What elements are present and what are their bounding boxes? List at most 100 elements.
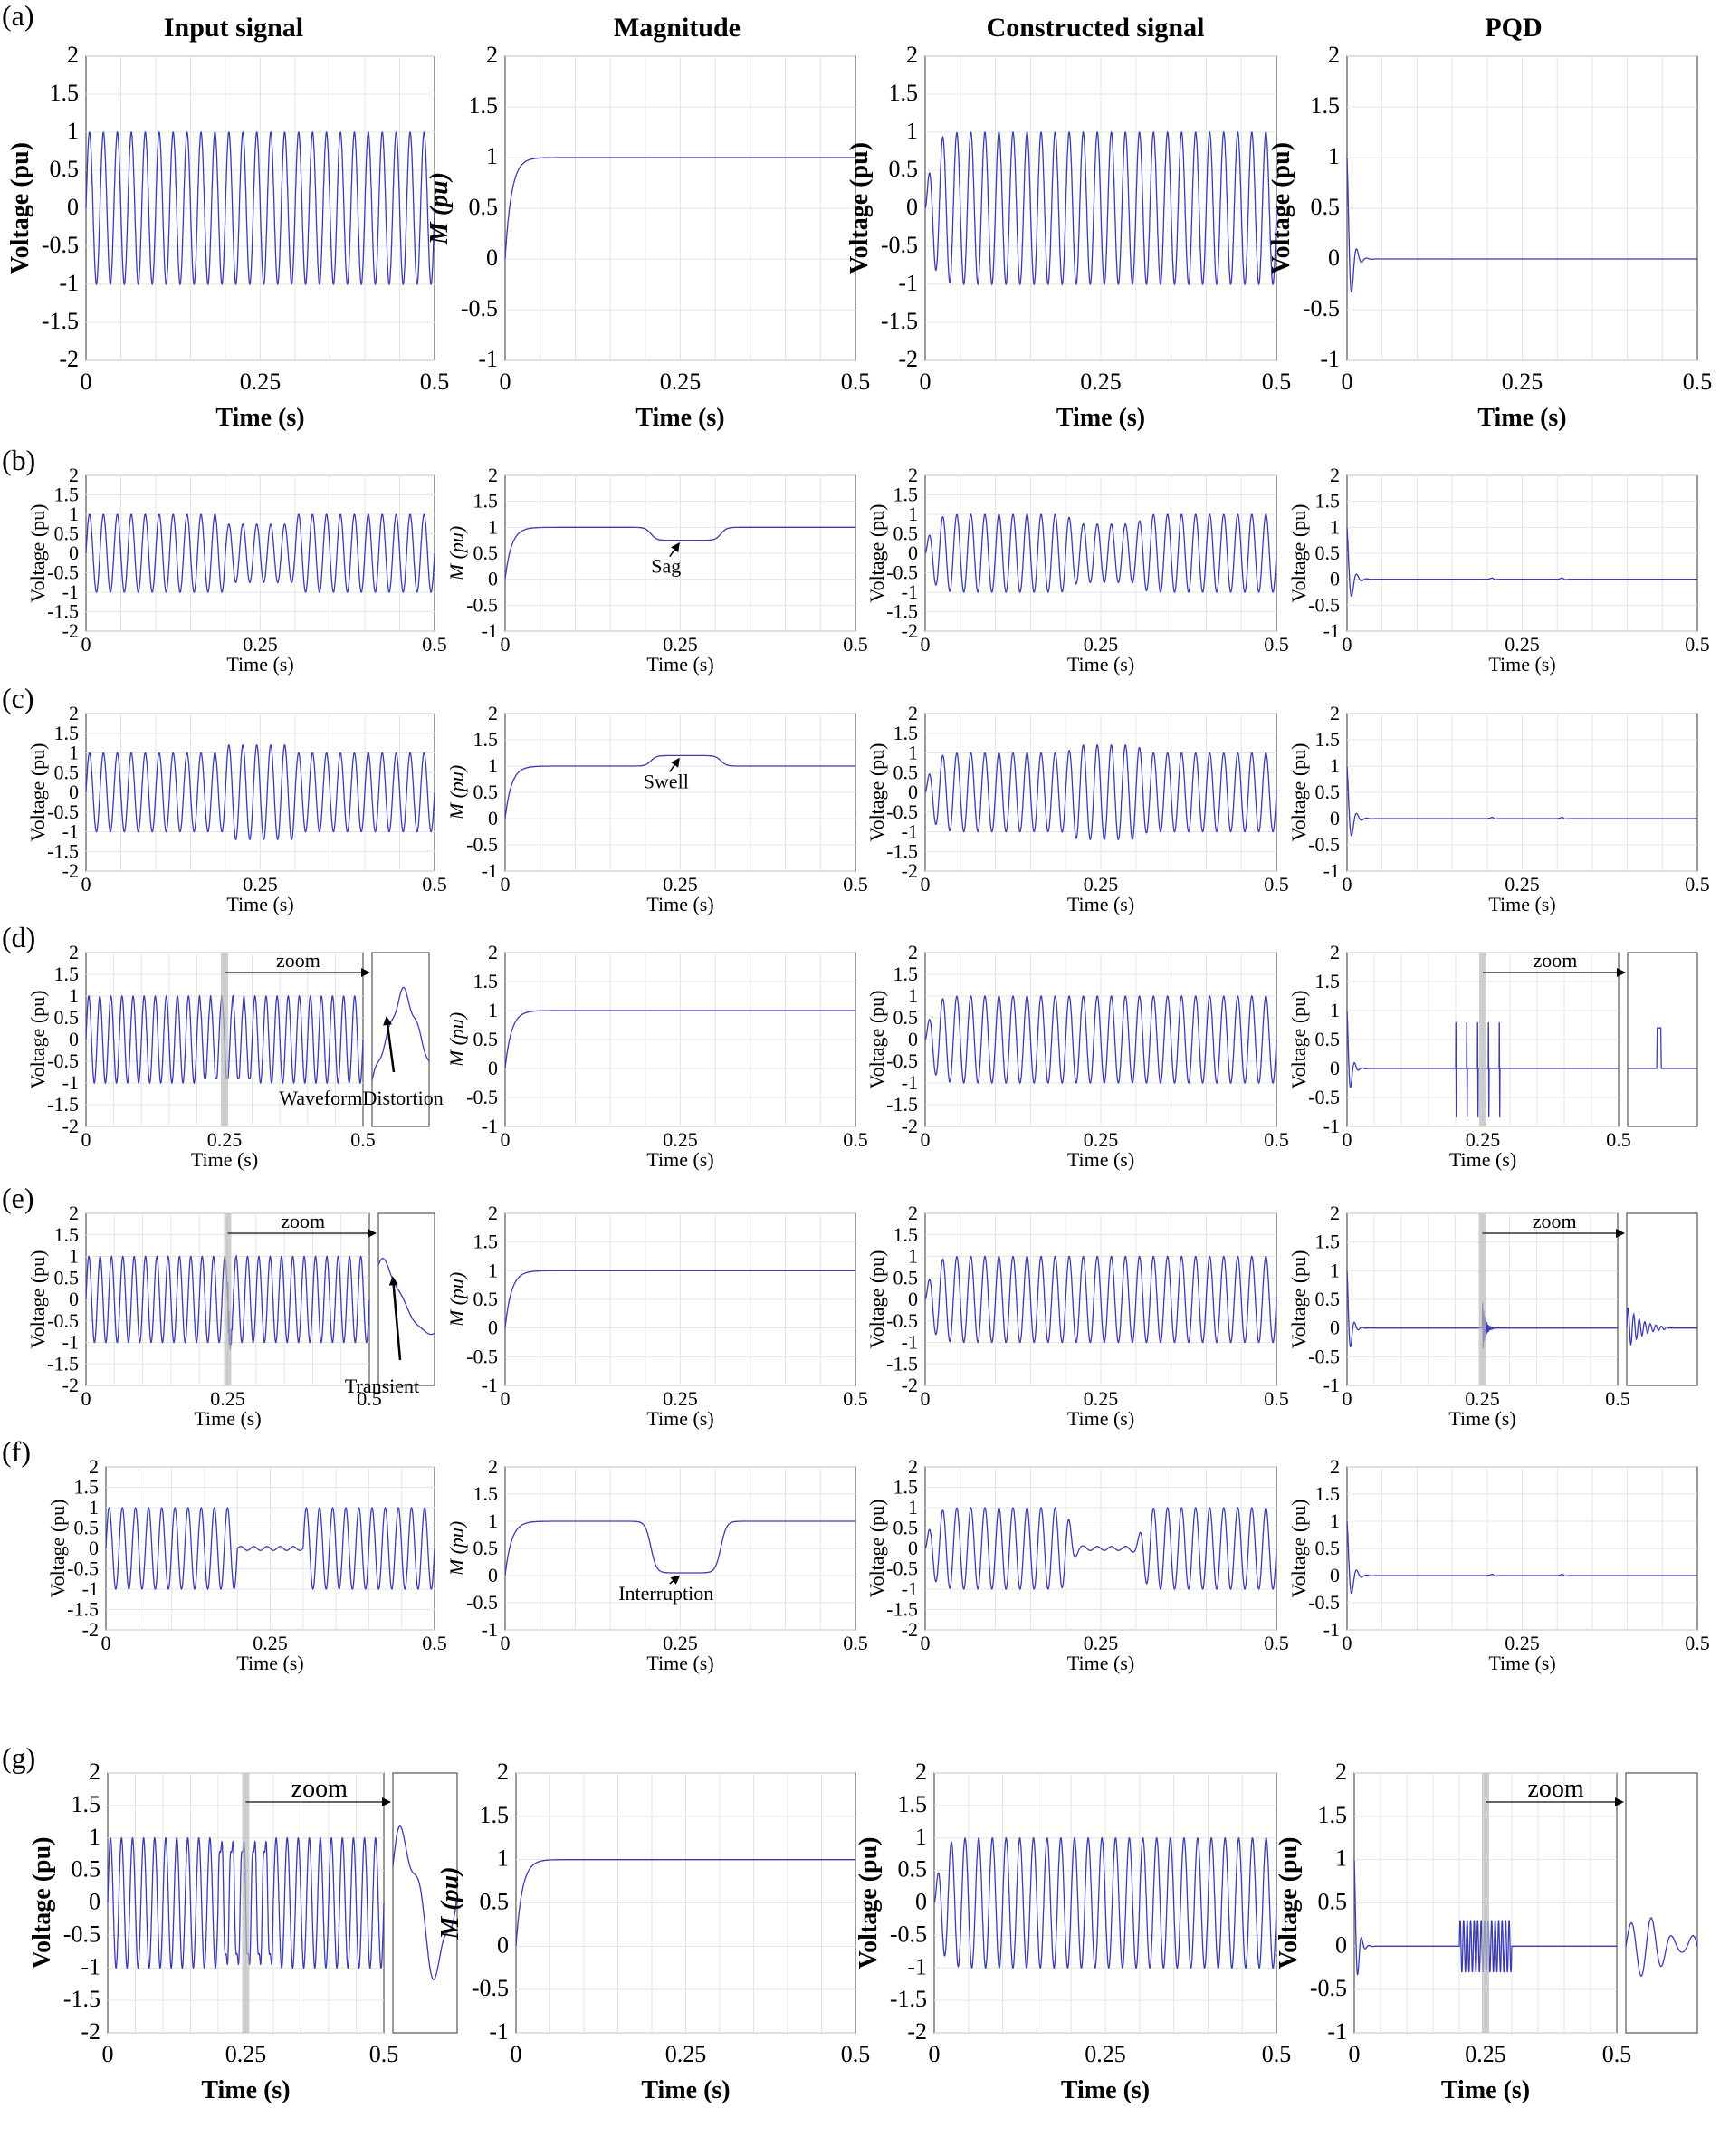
y-axis-label: M (pu) bbox=[425, 172, 454, 245]
zoom-marker bbox=[242, 1773, 250, 2033]
y-tick-label: 2 bbox=[1330, 464, 1340, 486]
x-tick-label: 0 bbox=[1343, 633, 1352, 656]
y-axis-label: Voltage (pu) bbox=[855, 1837, 883, 1969]
y-tick-label: 1.5 bbox=[893, 1223, 919, 1246]
y-tick-label: -1.5 bbox=[67, 1598, 99, 1621]
y-axis-label: M (pu) bbox=[445, 1521, 468, 1576]
x-axis-label: Time (s) bbox=[646, 893, 713, 915]
y-tick-label: -0.5 bbox=[47, 1309, 79, 1332]
y-tick-label: 1.5 bbox=[1315, 728, 1341, 751]
x-tick-label: 0.5 bbox=[422, 633, 447, 656]
series-line bbox=[933, 1836, 1277, 1969]
x-tick-label: 0.5 bbox=[843, 1387, 868, 1410]
x-tick-label: 0.5 bbox=[350, 1128, 376, 1151]
y-axis-label: Voltage (pu) bbox=[1287, 504, 1310, 603]
y-tick-label: 1 bbox=[1330, 1509, 1340, 1532]
y-tick-label: 0 bbox=[1330, 1057, 1340, 1079]
series-line bbox=[105, 1507, 435, 1590]
row-label-waveform-distortion: (d) bbox=[2, 921, 35, 953]
series-line bbox=[504, 754, 855, 819]
x-axis-label: Time (s) bbox=[1061, 2076, 1150, 2104]
y-axis-label: Voltage (pu) bbox=[1287, 991, 1310, 1089]
y-tick-label: -2 bbox=[898, 346, 918, 372]
zoom-marker bbox=[224, 1213, 232, 1385]
y-tick-label: 0.5 bbox=[473, 781, 499, 803]
y-tick-label: 0.5 bbox=[473, 1537, 499, 1559]
y-tick-label: 1 bbox=[497, 1845, 509, 1872]
y-tick-label: 0 bbox=[908, 1028, 918, 1050]
y-tick-label: 2 bbox=[915, 1758, 927, 1785]
column-header-3: Constructed signal bbox=[987, 13, 1205, 43]
y-axis-label: M (pu) bbox=[445, 765, 468, 820]
series-line bbox=[924, 743, 1277, 841]
x-tick-label: 0 bbox=[1349, 2041, 1361, 2067]
y-tick-label: -2 bbox=[907, 2018, 927, 2045]
y-tick-label: 2 bbox=[89, 1758, 100, 1785]
y-tick-label: 0 bbox=[69, 1028, 79, 1050]
y-axis-label: Voltage (pu) bbox=[26, 743, 49, 842]
y-tick-label: -0.5 bbox=[47, 1049, 79, 1072]
x-tick-label: 0 bbox=[1342, 369, 1353, 395]
y-tick-label: 1 bbox=[69, 503, 79, 525]
y-tick-label: 0 bbox=[908, 1537, 918, 1559]
row-label-normal: (a) bbox=[2, 0, 34, 32]
y-tick-label: -1 bbox=[902, 820, 918, 843]
y-tick-label: 2 bbox=[488, 464, 498, 486]
y-tick-label: -0.5 bbox=[67, 1557, 99, 1580]
y-tick-label: 1.5 bbox=[473, 970, 499, 992]
y-tick-label: 1.5 bbox=[74, 1476, 100, 1499]
series-line bbox=[924, 1255, 1277, 1344]
y-tick-label: -1 bbox=[482, 1115, 498, 1137]
y-tick-label: 1.5 bbox=[1315, 1482, 1341, 1505]
x-tick-label: 0 bbox=[501, 1387, 511, 1410]
x-tick-label: 0.5 bbox=[1606, 1128, 1631, 1151]
row-label-interruption: (f) bbox=[2, 1435, 31, 1468]
series-line bbox=[504, 1520, 855, 1576]
y-tick-label: -0.5 bbox=[886, 1557, 918, 1580]
y-tick-label: 0 bbox=[486, 244, 498, 271]
x-tick-label: 0.5 bbox=[1264, 1387, 1289, 1410]
y-tick-label: -1 bbox=[62, 1071, 79, 1094]
x-tick-label: 0 bbox=[1343, 1387, 1352, 1410]
x-axis-label: Time (s) bbox=[201, 2076, 290, 2104]
y-tick-label: 2 bbox=[486, 42, 498, 68]
y-tick-label: 0 bbox=[915, 1889, 927, 1915]
y-tick-label: 1 bbox=[908, 742, 918, 764]
x-tick-label: 0.5 bbox=[422, 873, 447, 896]
x-tick-label: 0 bbox=[81, 1128, 91, 1151]
x-tick-label: 0.25 bbox=[1084, 1387, 1119, 1410]
y-tick-label: 2 bbox=[69, 941, 79, 963]
y-tick-label: 1.5 bbox=[893, 722, 919, 744]
grid bbox=[505, 952, 855, 1127]
x-tick-label: 0.5 bbox=[1264, 1128, 1289, 1151]
x-tick-label: 0.25 bbox=[1084, 1128, 1119, 1151]
y-tick-label: -2 bbox=[902, 859, 918, 882]
x-tick-label: 0.25 bbox=[1465, 2041, 1506, 2067]
zoom-label: zoom bbox=[281, 1210, 325, 1232]
zoom-inset bbox=[392, 1772, 458, 2034]
y-tick-label: -1 bbox=[1320, 346, 1340, 372]
y-tick-label: 2 bbox=[1335, 1758, 1347, 1785]
y-tick-label: -0.5 bbox=[63, 1921, 100, 1947]
x-tick-label: 0 bbox=[81, 1387, 91, 1410]
y-tick-label: -1 bbox=[62, 580, 79, 603]
y-axis-label: M (pu) bbox=[445, 1012, 468, 1068]
series-line bbox=[504, 157, 855, 260]
y-tick-label: 0 bbox=[908, 781, 918, 803]
series-line bbox=[924, 513, 1277, 593]
x-axis-label: Time (s) bbox=[1488, 893, 1555, 915]
y-tick-label: 0 bbox=[1330, 1317, 1340, 1339]
y-tick-label: -1.5 bbox=[47, 1093, 79, 1116]
y-axis-label: Voltage (pu) bbox=[1287, 743, 1310, 842]
y-tick-label: 1.5 bbox=[1311, 92, 1341, 119]
x-tick-label: 0 bbox=[501, 1128, 511, 1151]
y-tick-label: 0 bbox=[1335, 1931, 1347, 1958]
